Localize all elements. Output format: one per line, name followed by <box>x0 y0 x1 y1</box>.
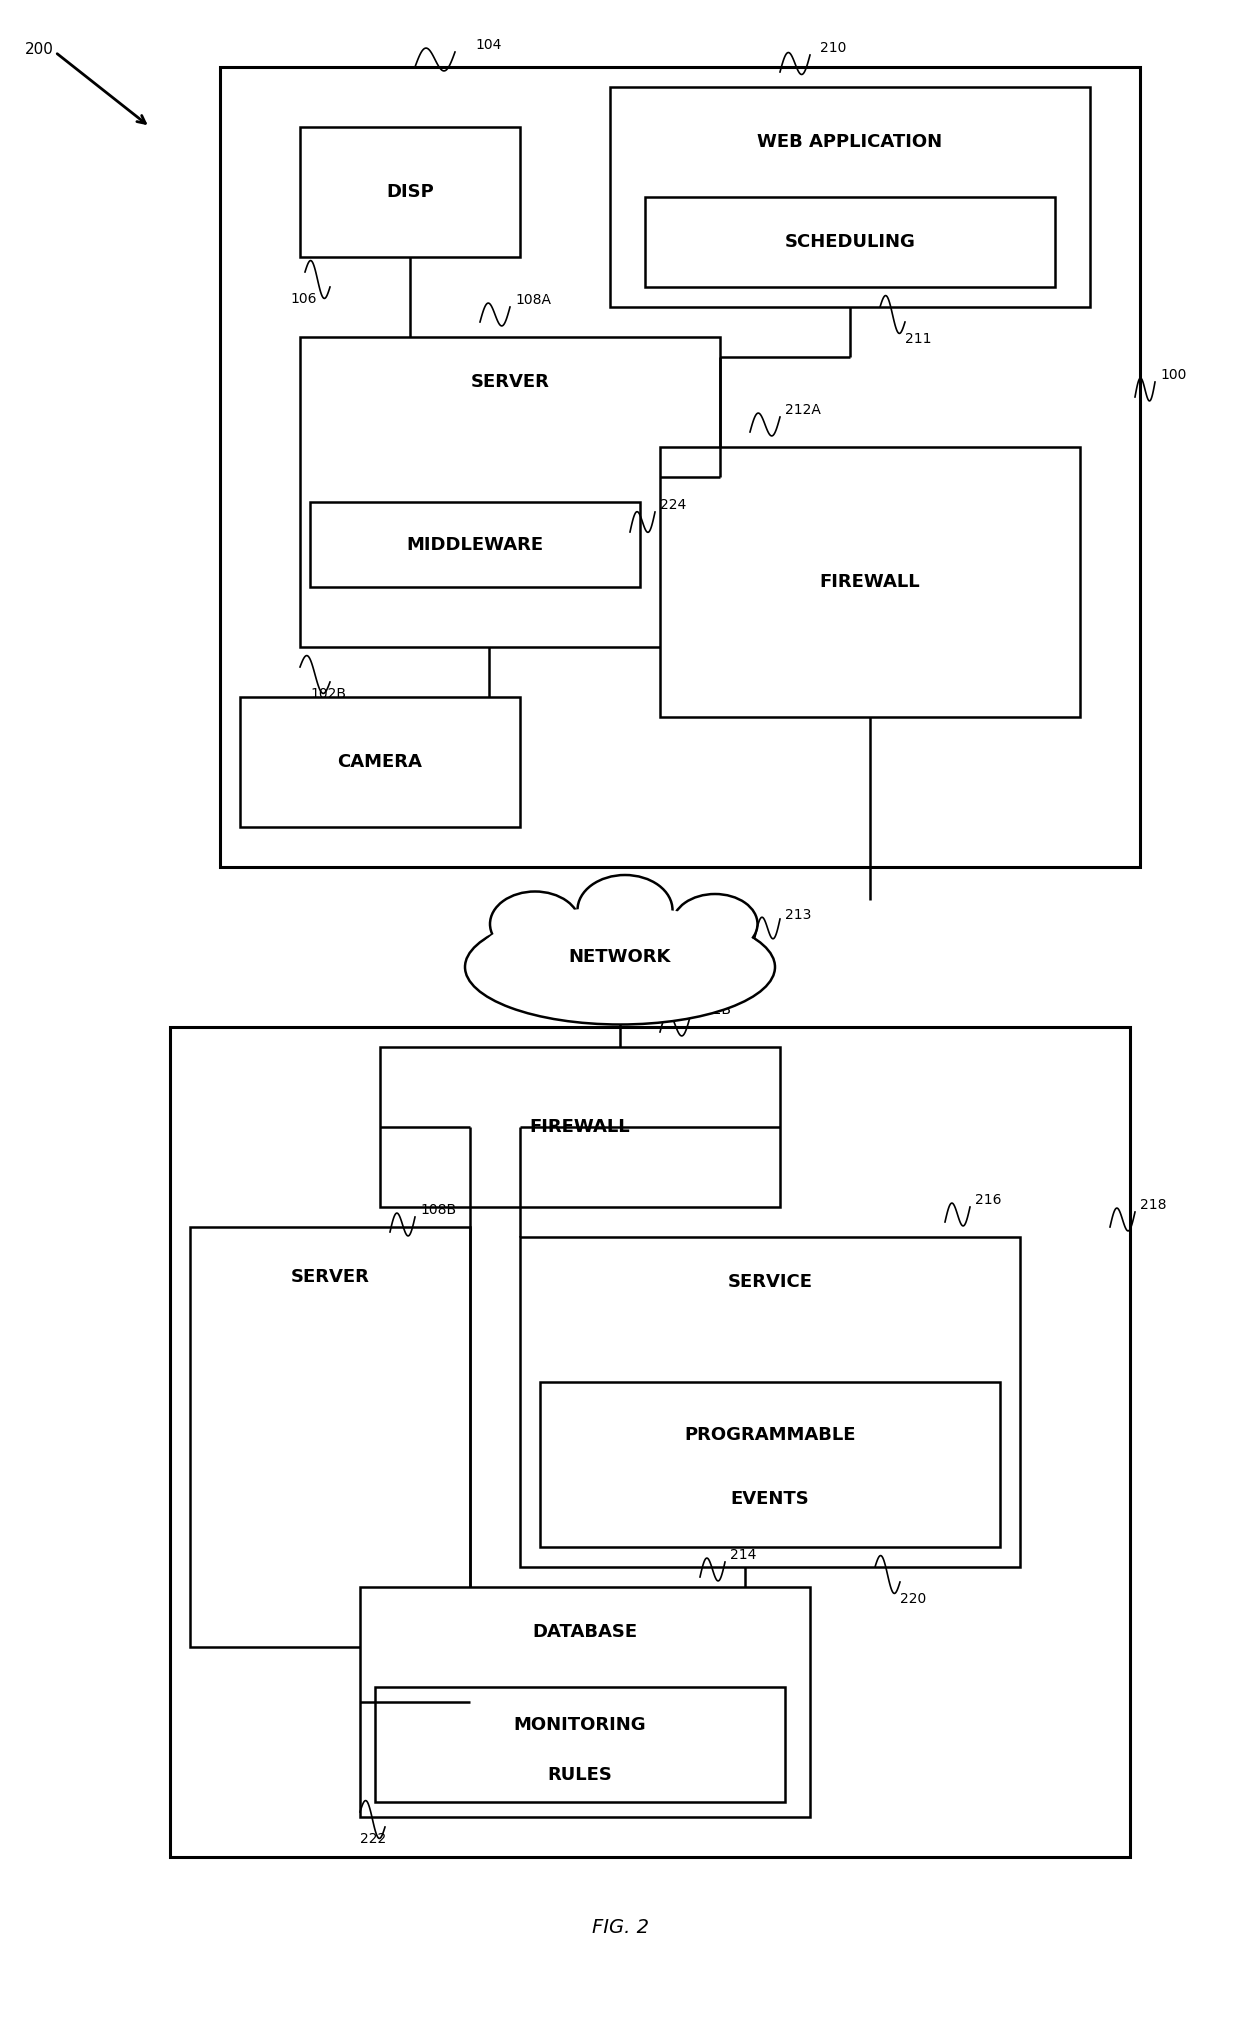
Bar <box>360 1587 810 1817</box>
Bar <box>190 1226 470 1648</box>
Bar <box>520 1236 1021 1567</box>
Text: SERVICE: SERVICE <box>728 1273 812 1291</box>
Text: WEB APPLICATION: WEB APPLICATION <box>758 133 942 151</box>
Text: 214: 214 <box>730 1547 756 1561</box>
Ellipse shape <box>682 902 748 948</box>
Bar <box>170 1027 1130 1858</box>
Text: 100: 100 <box>1159 367 1187 381</box>
Text: 216: 216 <box>975 1192 1002 1206</box>
Text: NETWORK: NETWORK <box>569 948 671 966</box>
Bar <box>219 67 1140 867</box>
Text: 102B: 102B <box>310 688 346 702</box>
Text: 222: 222 <box>360 1831 386 1846</box>
Ellipse shape <box>477 908 763 1006</box>
Text: DATABASE: DATABASE <box>532 1624 637 1642</box>
Ellipse shape <box>490 892 580 956</box>
Text: 108A: 108A <box>515 292 551 307</box>
Text: 220: 220 <box>900 1591 926 1606</box>
Text: RULES: RULES <box>548 1767 613 1783</box>
Text: SCHEDULING: SCHEDULING <box>785 234 915 250</box>
Text: 106: 106 <box>290 292 316 307</box>
Text: FIREWALL: FIREWALL <box>529 1117 630 1136</box>
Ellipse shape <box>500 900 570 950</box>
Text: 212B: 212B <box>694 1002 732 1017</box>
Text: DISP: DISP <box>386 184 434 202</box>
Text: FIG. 2: FIG. 2 <box>591 1918 649 1936</box>
Text: MONITORING: MONITORING <box>513 1716 646 1735</box>
Bar <box>645 198 1055 286</box>
Text: SERVER: SERVER <box>470 373 549 391</box>
Text: 211: 211 <box>905 333 931 347</box>
Bar <box>300 337 720 647</box>
Bar <box>660 448 1080 716</box>
Text: 200: 200 <box>25 42 53 56</box>
Bar <box>610 87 1090 307</box>
Ellipse shape <box>588 883 662 938</box>
Bar <box>310 502 640 587</box>
Text: 212A: 212A <box>785 403 821 418</box>
Text: MIDDLEWARE: MIDDLEWARE <box>407 535 543 553</box>
Ellipse shape <box>578 875 672 946</box>
Text: 108B: 108B <box>420 1202 456 1216</box>
Ellipse shape <box>672 894 758 954</box>
Text: 213: 213 <box>785 908 811 922</box>
Bar <box>374 1686 785 1801</box>
Bar <box>379 1047 780 1206</box>
Text: 224: 224 <box>660 498 686 512</box>
Text: 104: 104 <box>475 38 501 52</box>
Text: 210: 210 <box>820 40 847 54</box>
Text: EVENTS: EVENTS <box>730 1491 810 1509</box>
Text: PROGRAMMABLE: PROGRAMMABLE <box>684 1426 856 1444</box>
Text: CAMERA: CAMERA <box>337 752 423 770</box>
Bar <box>539 1382 999 1547</box>
Bar <box>241 698 520 827</box>
Text: 218: 218 <box>1140 1198 1167 1212</box>
Text: FIREWALL: FIREWALL <box>820 573 920 591</box>
Ellipse shape <box>465 910 775 1025</box>
Bar <box>300 127 520 256</box>
Text: SERVER: SERVER <box>290 1269 370 1287</box>
